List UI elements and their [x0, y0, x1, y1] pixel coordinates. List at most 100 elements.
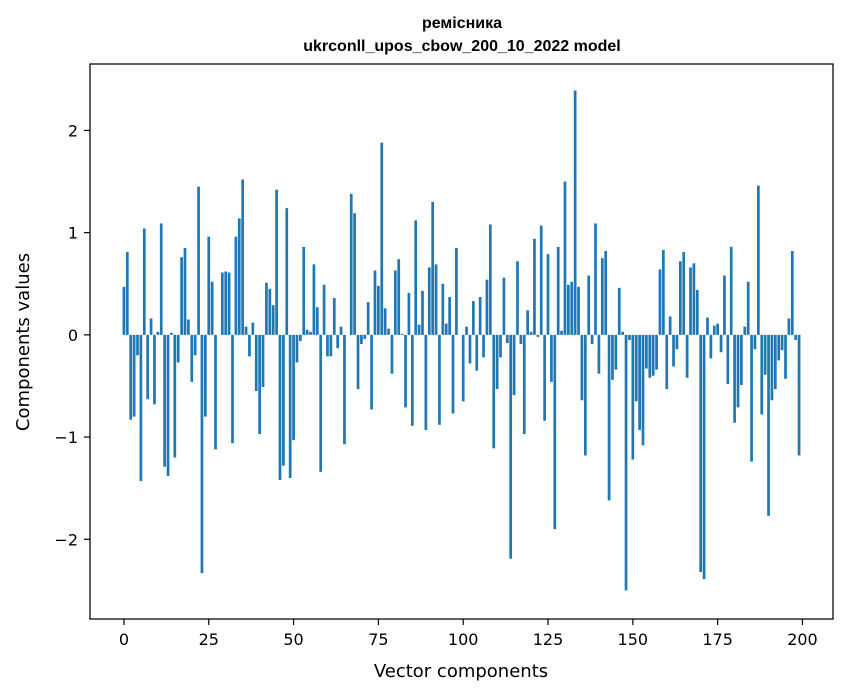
bar [726, 334, 730, 384]
bar [122, 286, 126, 335]
bar [716, 323, 719, 335]
bar [750, 334, 753, 462]
bar [522, 334, 526, 434]
bar [733, 334, 736, 423]
bar [658, 269, 662, 335]
y-tick-label: −2 [54, 530, 78, 549]
bar [390, 334, 394, 374]
bar [309, 331, 312, 335]
bar [516, 261, 519, 335]
bar [699, 334, 703, 572]
bar [434, 264, 438, 335]
bar [594, 223, 597, 335]
bar [794, 334, 798, 340]
bar [410, 334, 414, 426]
bar [668, 316, 672, 335]
bar [760, 334, 764, 415]
bar [329, 334, 333, 357]
bar [159, 223, 163, 335]
bar [577, 286, 580, 335]
bar [512, 334, 516, 396]
bar [600, 258, 604, 335]
bar [590, 334, 594, 345]
bar [746, 281, 750, 335]
bar [573, 90, 577, 335]
bar [773, 334, 777, 390]
bar [604, 251, 608, 335]
bar [298, 334, 302, 341]
bar [421, 290, 424, 335]
bar [275, 189, 278, 335]
bar [380, 142, 384, 335]
bar [393, 270, 397, 335]
bar [200, 334, 204, 574]
bar [417, 324, 421, 335]
bar [187, 319, 190, 335]
bar [349, 193, 353, 335]
bar [322, 284, 326, 335]
bar [153, 334, 156, 405]
bar [441, 283, 445, 335]
bar [729, 246, 733, 335]
bar [624, 334, 628, 591]
bar [278, 334, 282, 480]
bar [254, 334, 258, 392]
x-tick-label: 125 [533, 630, 564, 649]
bar [597, 334, 601, 374]
bar [678, 261, 682, 335]
chart-title-line1: ремісника [422, 15, 502, 32]
bar [455, 247, 458, 335]
bar [533, 238, 536, 335]
bar [546, 254, 550, 335]
y-tick-label: 1 [68, 224, 78, 243]
bar [672, 334, 675, 367]
bar [655, 334, 658, 370]
x-tick-label: 175 [702, 630, 733, 649]
y-tick-label: 0 [68, 326, 78, 345]
bar [519, 334, 523, 345]
bar [295, 334, 299, 363]
bar [743, 326, 747, 335]
bar [237, 218, 241, 335]
bar [397, 259, 401, 335]
bar [125, 252, 129, 335]
bar [282, 334, 285, 466]
bar [797, 334, 801, 456]
x-axis-label: Vector components [374, 661, 548, 682]
bar [675, 334, 679, 350]
bar [261, 334, 265, 387]
bar [648, 334, 652, 378]
x-tick-label: 25 [199, 630, 219, 649]
bar [563, 181, 567, 335]
bar [682, 252, 686, 335]
y-axis-ticks: −2 −1 0 1 2 [54, 121, 90, 549]
bar [248, 334, 251, 357]
bar [706, 317, 709, 335]
bar [495, 334, 499, 390]
bar [302, 246, 306, 335]
bar [560, 330, 563, 335]
bar [685, 334, 689, 378]
bar [363, 334, 367, 339]
x-tick-label: 100 [448, 630, 479, 649]
bar [645, 334, 648, 369]
bar [373, 270, 377, 335]
bar [570, 281, 574, 335]
bar [468, 334, 472, 364]
bar [142, 228, 146, 335]
bar [332, 298, 336, 335]
bar [183, 247, 187, 335]
bar [651, 334, 655, 376]
bar [136, 334, 139, 356]
bar [166, 334, 170, 476]
bar [465, 326, 468, 335]
bar [231, 334, 234, 444]
bar [472, 301, 475, 335]
x-tick-label: 150 [618, 630, 649, 649]
bar [319, 334, 323, 472]
bar [149, 318, 153, 335]
bar [509, 334, 513, 559]
bar [780, 334, 784, 351]
bar [526, 310, 530, 335]
bar [723, 275, 726, 335]
